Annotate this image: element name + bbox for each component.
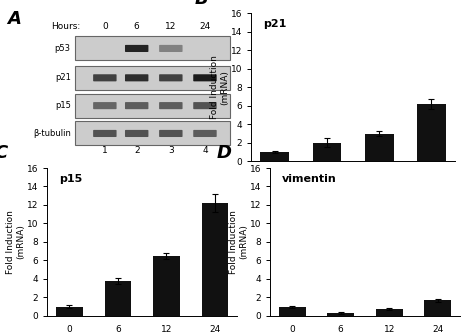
Text: B: B <box>194 0 208 7</box>
FancyBboxPatch shape <box>193 102 217 109</box>
Text: Hours:: Hours: <box>52 22 81 31</box>
FancyBboxPatch shape <box>75 94 230 118</box>
FancyBboxPatch shape <box>159 74 182 81</box>
Text: p53: p53 <box>55 44 71 53</box>
FancyBboxPatch shape <box>75 122 230 145</box>
FancyBboxPatch shape <box>75 66 230 90</box>
Text: A: A <box>7 10 21 28</box>
Text: p15: p15 <box>55 101 71 110</box>
FancyBboxPatch shape <box>75 37 230 60</box>
Bar <box>424 300 451 316</box>
Bar <box>153 256 180 316</box>
Bar <box>417 104 446 161</box>
FancyBboxPatch shape <box>125 45 148 52</box>
Bar <box>376 309 402 316</box>
Bar <box>279 306 306 316</box>
Bar <box>105 281 131 316</box>
Y-axis label: Fold Induction
(mRNA): Fold Induction (mRNA) <box>229 210 248 274</box>
Text: 0: 0 <box>102 22 108 31</box>
Text: C: C <box>0 144 8 162</box>
Text: 1: 1 <box>102 146 108 155</box>
Text: D: D <box>217 144 232 162</box>
FancyBboxPatch shape <box>193 74 217 81</box>
Bar <box>313 143 341 161</box>
Y-axis label: Fold Induction
(mRNA): Fold Induction (mRNA) <box>6 210 26 274</box>
FancyBboxPatch shape <box>125 102 148 109</box>
Text: 2: 2 <box>134 146 139 155</box>
FancyBboxPatch shape <box>159 130 182 137</box>
Text: 3: 3 <box>168 146 173 155</box>
Text: 12: 12 <box>165 22 176 31</box>
FancyBboxPatch shape <box>193 130 217 137</box>
FancyBboxPatch shape <box>93 74 117 81</box>
Text: 6: 6 <box>134 22 139 31</box>
FancyBboxPatch shape <box>125 74 148 81</box>
FancyBboxPatch shape <box>159 45 182 52</box>
Bar <box>328 313 354 316</box>
Bar <box>56 306 83 316</box>
FancyBboxPatch shape <box>159 102 182 109</box>
Text: Time (hr):: Time (hr): <box>331 194 375 203</box>
Text: β-tubulin: β-tubulin <box>33 129 71 138</box>
FancyBboxPatch shape <box>125 130 148 137</box>
Text: vimentin: vimentin <box>282 174 337 184</box>
Bar <box>365 134 393 161</box>
FancyBboxPatch shape <box>93 102 117 109</box>
FancyBboxPatch shape <box>93 130 117 137</box>
Text: 24: 24 <box>200 22 210 31</box>
Text: p21: p21 <box>264 19 287 29</box>
Y-axis label: Fold Induction
(mRNA): Fold Induction (mRNA) <box>210 55 229 119</box>
Bar <box>201 203 228 316</box>
Bar <box>261 152 289 161</box>
Text: p15: p15 <box>59 174 82 184</box>
Text: p21: p21 <box>55 73 71 82</box>
Text: 4: 4 <box>202 146 208 155</box>
